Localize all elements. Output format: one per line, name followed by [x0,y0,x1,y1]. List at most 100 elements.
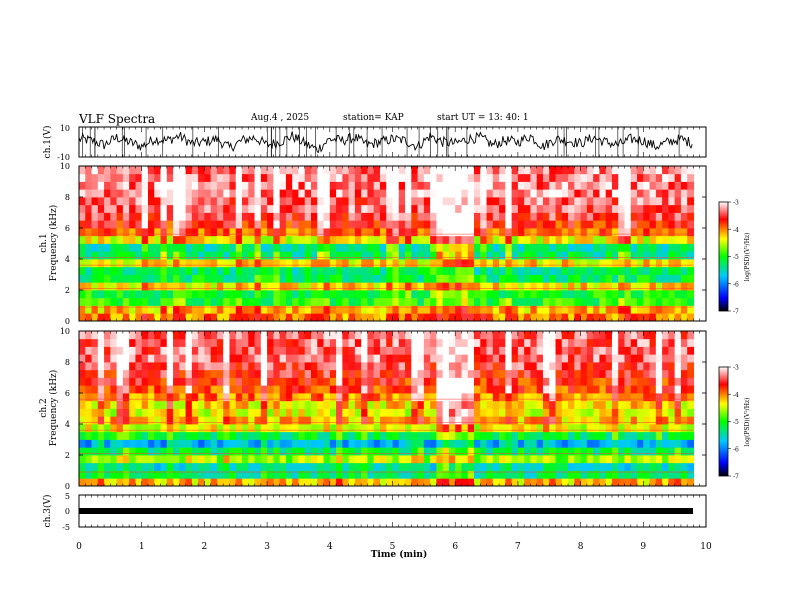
spectrogram-cell [618,259,626,268]
spectrogram-cell [436,362,444,371]
spectrogram-cell [505,297,513,306]
ch1-waveform-line [78,131,693,153]
spectrogram-cell [79,393,86,402]
spectrogram-cell [549,362,557,371]
spectrogram-cell [135,369,143,378]
spectrogram-cell [210,346,218,355]
spectrogram-cell [411,290,419,299]
spectrogram-cell [417,462,425,471]
spectrogram-cell [549,197,557,206]
spectrogram-cell [549,297,557,306]
spectrogram-cell [97,181,105,190]
spectrogram-cell [411,447,419,456]
spectrogram-cell [204,220,212,229]
spectrogram-cell [235,439,243,448]
spectrogram-cell [643,416,651,425]
spectrogram-cell [549,166,557,175]
spectrogram-cell [154,462,162,471]
spectrogram-cell [342,369,350,378]
spectrogram-cell [411,416,419,425]
spectrogram-cell [179,338,187,347]
spectrogram-cell [637,439,644,448]
spectrogram-cell [235,173,243,182]
spectrogram-cell [179,259,187,268]
spectrogram-cell [379,354,387,363]
spectrogram-cell [329,354,337,363]
spectrogram-cell [411,455,419,464]
spectrogram-cell [91,313,99,322]
spectrogram-cell [97,447,105,456]
spectrogram-cell [417,305,425,314]
spectrogram-cell [643,282,651,291]
spectrogram-cell [141,212,149,221]
spectrogram-cell [85,204,93,213]
spectrogram-cell [574,266,582,275]
spectrogram-cell [536,274,544,283]
spectrogram-cell [436,220,444,229]
spectrogram-cell [229,393,237,402]
spectrogram-cell [361,313,369,322]
spectrogram-cell [480,212,488,221]
spectrogram-cell [555,243,563,252]
spectrogram-cell [474,470,481,479]
spectrogram-cell [574,400,582,409]
spectrogram-cell [474,166,481,175]
spectrogram-cell [116,282,124,291]
spectrogram-cell [204,354,212,363]
spectrogram-cell [455,305,463,314]
spectrogram-cell [555,297,563,306]
spectrogram-cell [593,282,601,291]
spectrogram-cell [373,282,381,291]
spectrogram-cell [354,455,362,464]
spectrogram-cell [110,173,118,182]
spectrogram-cell [405,305,412,314]
spectrogram-cell [216,377,224,386]
spectrogram-cell [492,251,500,260]
spectrogram-cell [242,400,249,409]
spectrogram-cell [373,408,381,417]
spectrogram-cell [630,173,638,182]
spectrogram-cell [260,447,268,456]
spectrogram-cell [605,447,613,456]
spectrogram-cell [492,416,500,425]
spectrogram-cell [580,408,588,417]
spectrogram-cell [674,166,682,175]
spectrogram-cell [154,331,162,340]
spectrogram-cell [423,166,431,175]
spectrogram-cell [561,251,569,260]
spectrogram-cell [643,313,651,322]
spectrogram-cell [135,331,143,340]
spectrogram-cell [298,266,306,275]
spectrogram-cell [147,439,155,448]
spectrogram-cell [373,331,381,340]
spectrogram-cell [461,313,469,322]
spectrogram-cell [655,447,663,456]
spectrogram-cell [467,470,475,479]
spectrogram-cell [198,212,205,221]
spectrogram-cell [474,408,481,417]
spectrogram-cell [373,305,381,314]
spectrogram-cell [593,305,601,314]
spectrogram-cell [624,313,632,322]
spectrogram-cell [204,470,212,479]
spectrogram-cell [173,369,180,378]
spectrogram-cell [329,290,337,299]
spectrogram-cell [405,220,412,229]
spectrogram-cell [511,470,519,479]
spectrogram-cell [643,266,651,275]
spectrogram-cell [173,220,180,229]
spectrogram-cell [411,470,419,479]
spectrogram-cell [116,431,124,440]
spectrogram-cell [304,369,312,378]
spectrogram-cell [448,297,456,306]
spectrogram-cell [580,362,588,371]
spectrogram-cell [160,354,168,363]
spectrogram-cell [223,282,231,291]
spectrogram-cell [662,400,669,409]
spectrogram-cell [486,377,494,386]
spectrogram-cell [229,439,237,448]
spectrogram-cell [624,393,632,402]
spectrogram-cell [179,439,187,448]
spectrogram-cell [273,274,281,283]
spectrogram-cell [336,305,343,314]
